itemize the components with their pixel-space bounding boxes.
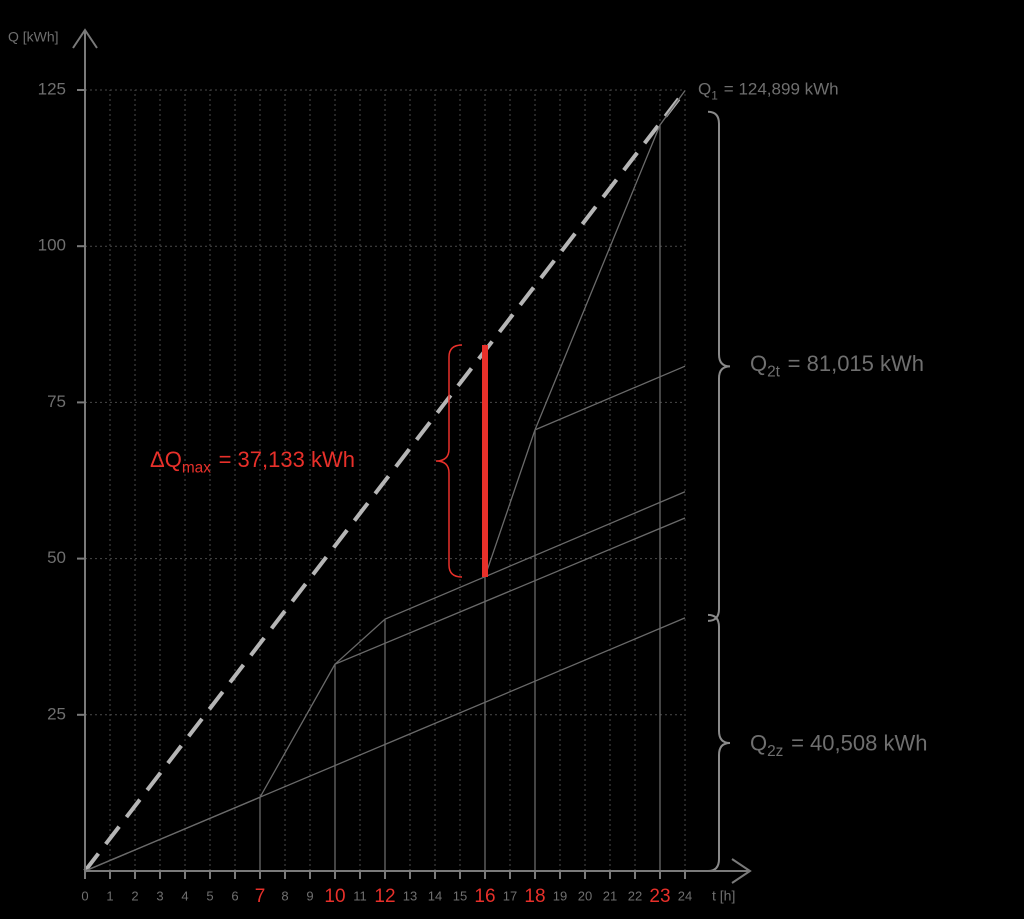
annotation-sub: 2z bbox=[767, 743, 783, 760]
x-tick-label: 2 bbox=[131, 888, 138, 903]
x-tick-label: 20 bbox=[578, 888, 592, 903]
x-tick-label: 13 bbox=[403, 888, 417, 903]
dashed-line bbox=[83, 89, 687, 873]
x-tick-label: 18 bbox=[524, 886, 545, 907]
annotation-sub: 1 bbox=[711, 89, 718, 103]
annotation: ΔQmax = 37,133 kWh bbox=[150, 447, 355, 477]
x-axis-label: t [h] bbox=[712, 888, 735, 904]
y-tick-label: 100 bbox=[38, 236, 66, 255]
x-tick-label: 4 bbox=[181, 888, 188, 903]
x-tick-label: 19 bbox=[553, 888, 567, 903]
x-tick-label: 23 bbox=[649, 886, 670, 907]
annotation-main: Q bbox=[750, 351, 767, 376]
annotation-main: ΔQ bbox=[150, 447, 182, 472]
brace bbox=[707, 613, 731, 872]
x-tick-label: 9 bbox=[306, 888, 313, 903]
annotation-sub: max bbox=[182, 460, 211, 477]
x-axis-arrow bbox=[731, 858, 752, 884]
x-tick-label: 0 bbox=[81, 888, 88, 903]
y-tick-label: 50 bbox=[47, 548, 66, 567]
x-tick-label: 7 bbox=[255, 886, 266, 907]
marks bbox=[83, 89, 731, 873]
y-tick-label: 25 bbox=[47, 704, 66, 723]
annotation-rest: = 40,508 kWh bbox=[791, 730, 927, 755]
annotation: Q2t = 81,015 kWh bbox=[750, 351, 924, 381]
y-axis-label: Q [kWh] bbox=[8, 29, 59, 45]
y-tick-label: 75 bbox=[47, 392, 66, 411]
line bbox=[534, 90, 686, 431]
annotation-rest: = 81,015 kWh bbox=[788, 351, 924, 376]
x-tick-label: 11 bbox=[353, 888, 367, 903]
line bbox=[334, 491, 686, 665]
annotation-rest: = 37,133 kWh bbox=[219, 447, 355, 472]
x-tick-label: 10 bbox=[324, 886, 345, 907]
annotation-main: Q bbox=[698, 80, 711, 99]
annotation: Q2z = 40,508 kWh bbox=[750, 730, 927, 760]
y-tick-label: 125 bbox=[38, 79, 66, 98]
x-tick-label: 8 bbox=[281, 888, 288, 903]
x-tick-label: 16 bbox=[474, 886, 495, 907]
x-tick-label: 5 bbox=[206, 888, 213, 903]
brace bbox=[707, 110, 731, 622]
line bbox=[84, 517, 686, 872]
y-axis-arrow bbox=[72, 28, 98, 49]
annotation-rest: = 124,899 kWh bbox=[724, 80, 839, 99]
x-tick-label: 6 bbox=[231, 888, 238, 903]
x-tick-label: 3 bbox=[156, 888, 163, 903]
annotation: Q1 = 124,899 kWh bbox=[698, 80, 839, 103]
x-tick-label: 24 bbox=[678, 888, 692, 903]
x-tick-label: 1 bbox=[106, 888, 113, 903]
annotation-sub: 2t bbox=[767, 364, 781, 381]
annotation-main: Q bbox=[750, 730, 767, 755]
x-tick-label: 14 bbox=[428, 888, 442, 903]
x-tick-label: 21 bbox=[603, 888, 617, 903]
x-tick-label: 17 bbox=[503, 888, 517, 903]
delta-brace bbox=[435, 344, 463, 578]
x-tick-label: 12 bbox=[374, 886, 395, 907]
x-tick-label: 22 bbox=[628, 888, 642, 903]
x-tick-label: 15 bbox=[453, 888, 467, 903]
